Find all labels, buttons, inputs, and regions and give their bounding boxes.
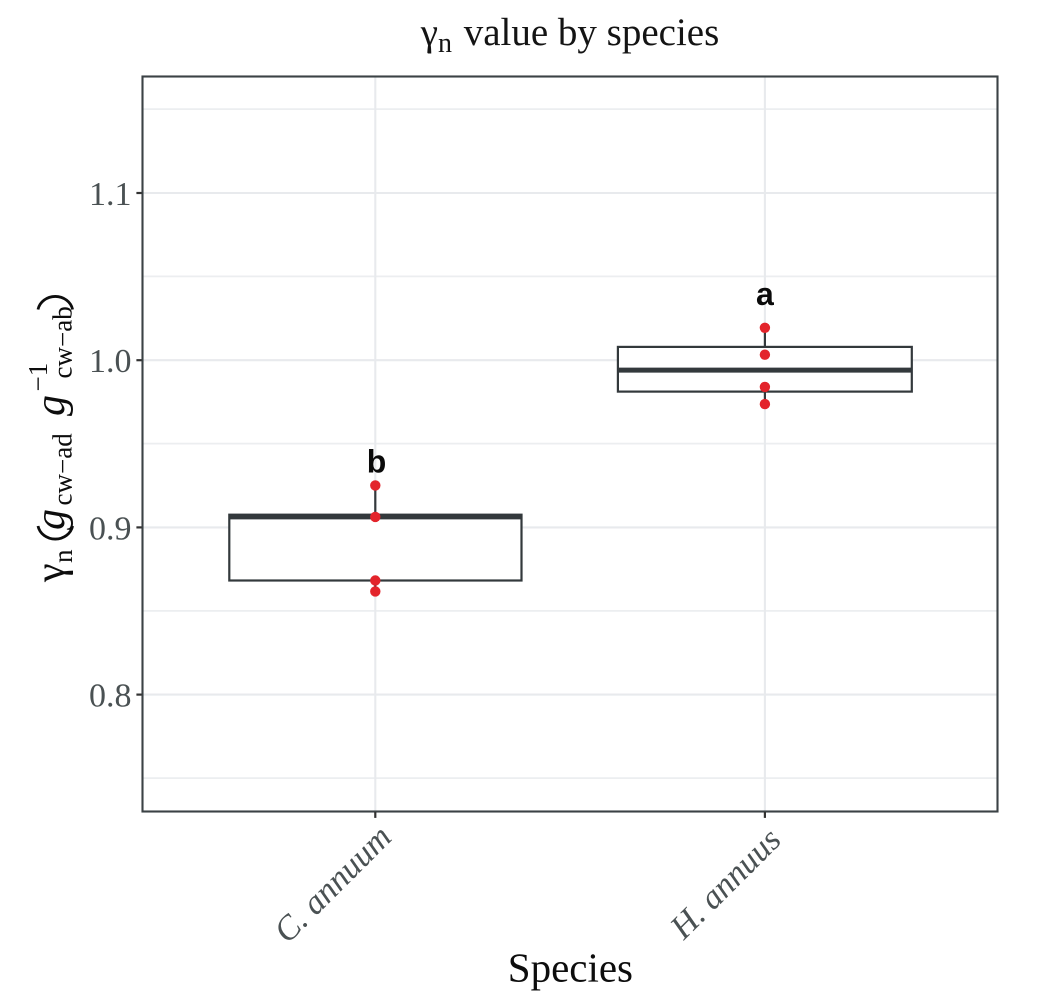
svg-text:1.1: 1.1 xyxy=(89,176,132,213)
svg-text:0.9: 0.9 xyxy=(89,510,132,547)
svg-text:a: a xyxy=(756,276,774,312)
svg-text:g: g xyxy=(28,509,74,530)
svg-text:γn value by species: γn value by species xyxy=(420,11,720,59)
svg-text:g: g xyxy=(28,395,74,416)
svg-text:0.8: 0.8 xyxy=(89,678,132,715)
svg-text:b: b xyxy=(367,443,387,479)
svg-text:γ: γ xyxy=(28,563,74,583)
svg-text:cw−ad: cw−ad xyxy=(48,433,78,506)
svg-text:1.0: 1.0 xyxy=(89,343,132,380)
svg-text:cw−ab: cw−ab xyxy=(48,306,78,378)
svg-text:Species: Species xyxy=(508,945,633,991)
svg-text:n: n xyxy=(48,549,78,563)
svg-text:−1: −1 xyxy=(23,363,53,392)
